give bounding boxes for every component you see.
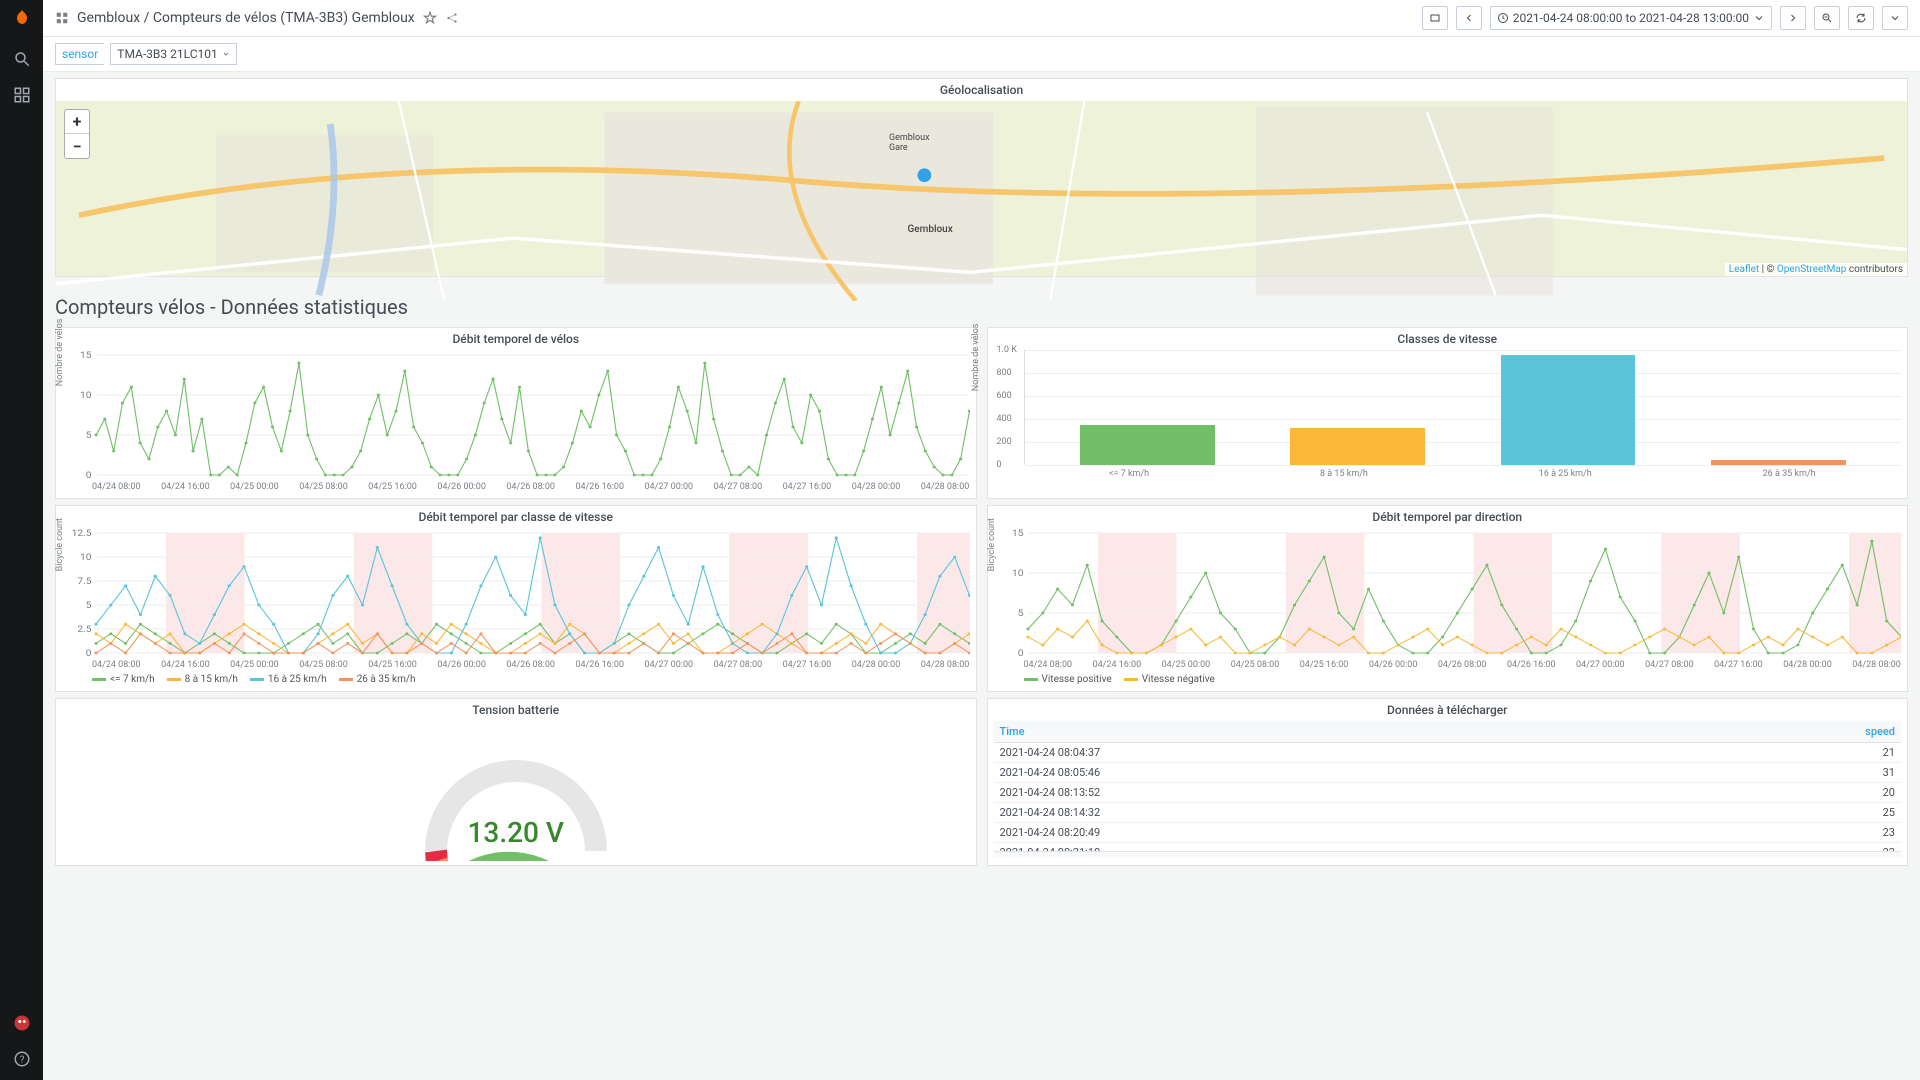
table-row[interactable]: 2021-04-24 08:05:4631 (994, 763, 1902, 783)
topbar: Gembloux / Compteurs de vélos (TMA-3B3) … (43, 0, 1920, 37)
chart-debit-classe[interactable]: 0 2.5 5 7.5 10 12.5 (62, 528, 970, 658)
table-row[interactable]: 2021-04-24 08:04:3721 (994, 743, 1902, 763)
map-svg (56, 101, 1907, 301)
side-nav: ? (0, 0, 43, 1080)
svg-text:10: 10 (80, 553, 91, 563)
help-icon[interactable]: ? (13, 1050, 31, 1068)
map-zoom: + − (64, 109, 90, 159)
dashboard-icon (55, 11, 69, 25)
map-attribution: Leaflet | © OpenStreetMap contributors (1725, 263, 1907, 276)
map-station-label: Gembloux Gare (889, 133, 930, 153)
map-city-label: Gembloux (907, 224, 952, 235)
panel-debit-velos: Débit temporel de vélos Nombre de vélos … (55, 327, 977, 499)
svg-text:5: 5 (86, 431, 92, 441)
variable-select[interactable]: TMA-3B3 21LC101 (110, 43, 236, 65)
panel-title: Géolocalisation (56, 79, 1907, 101)
map-zoom-out[interactable]: − (65, 134, 89, 158)
svg-text:15: 15 (1012, 529, 1024, 539)
panel-debit-direction: Débit temporel par direction Bicycle cou… (987, 505, 1909, 692)
variable-label: sensor (55, 43, 104, 65)
table-col-speed[interactable]: speed (1831, 721, 1901, 742)
table-row[interactable]: 2021-04-24 08:14:3225 (994, 803, 1902, 823)
table-row[interactable]: 2021-04-24 08:20:4923 (994, 823, 1902, 843)
table-row[interactable]: 2021-04-24 08:13:5220 (994, 783, 1902, 803)
svg-text:5: 5 (86, 601, 92, 611)
svg-text:?: ? (19, 1055, 24, 1066)
refresh-interval-button[interactable] (1882, 6, 1908, 30)
svg-text:10: 10 (1012, 569, 1023, 579)
gauge-value: 13.20 V (468, 816, 564, 849)
map-panel: Géolocalisation + (55, 78, 1908, 277)
time-back-button[interactable] (1456, 6, 1482, 30)
table-row[interactable]: 2021-04-24 08:21:1023 (994, 843, 1902, 851)
refresh-button[interactable] (1848, 6, 1874, 30)
map-zoom-in[interactable]: + (65, 110, 89, 134)
table-body[interactable]: 2021-04-24 08:04:37212021-04-24 08:05:46… (994, 743, 1902, 851)
time-forward-button[interactable] (1780, 6, 1806, 30)
star-icon[interactable] (423, 11, 437, 25)
table-header: Time speed (994, 721, 1902, 743)
zoom-out-button[interactable] (1814, 6, 1840, 30)
chart-debit-direction[interactable]: 0 5 10 15 (994, 528, 1902, 658)
chart-debit-velos[interactable]: 0 5 10 15 (62, 350, 970, 480)
svg-text:0: 0 (86, 471, 92, 480)
dashboards-icon[interactable] (13, 86, 31, 104)
cycle-view-button[interactable] (1422, 6, 1448, 30)
svg-text:15: 15 (80, 351, 92, 361)
svg-text:7.5: 7.5 (77, 577, 92, 587)
map-canvas[interactable]: + − Gembloux Gembloux Gare Leaflet | © O… (56, 101, 1907, 276)
table-col-time[interactable]: Time (994, 721, 1832, 742)
share-icon[interactable] (445, 11, 459, 25)
timerange-picker[interactable]: 2021-04-24 08:00:00 to 2021-04-28 13:00:… (1490, 6, 1772, 30)
svg-text:10: 10 (80, 391, 91, 401)
breadcrumb[interactable]: Gembloux / Compteurs de vélos (TMA-3B3) … (77, 10, 415, 26)
panel-classes-vitesse: Classes de vitesse Nombre de vélos 02004… (987, 327, 1909, 499)
svg-text:5: 5 (1017, 609, 1023, 619)
svg-text:2.5: 2.5 (77, 625, 92, 635)
panel-gauge: Tension batterie 13.20 V (55, 698, 977, 866)
variable-row: sensor TMA-3B3 21LC101 (43, 37, 1920, 72)
svg-text:0: 0 (1017, 649, 1023, 658)
panel-debit-classe: Débit temporel par classe de vitesse Bic… (55, 505, 977, 692)
search-icon[interactable] (13, 50, 31, 68)
chart-classes-vitesse[interactable]: 02004006008001.0 K (1024, 350, 1902, 465)
svg-text:12.5: 12.5 (72, 529, 93, 539)
svg-text:0: 0 (86, 649, 92, 658)
grafana-logo[interactable] (10, 8, 34, 32)
panel-table: Données à télécharger Time speed 2021-04… (987, 698, 1909, 866)
avatar-icon[interactable] (13, 1014, 31, 1032)
